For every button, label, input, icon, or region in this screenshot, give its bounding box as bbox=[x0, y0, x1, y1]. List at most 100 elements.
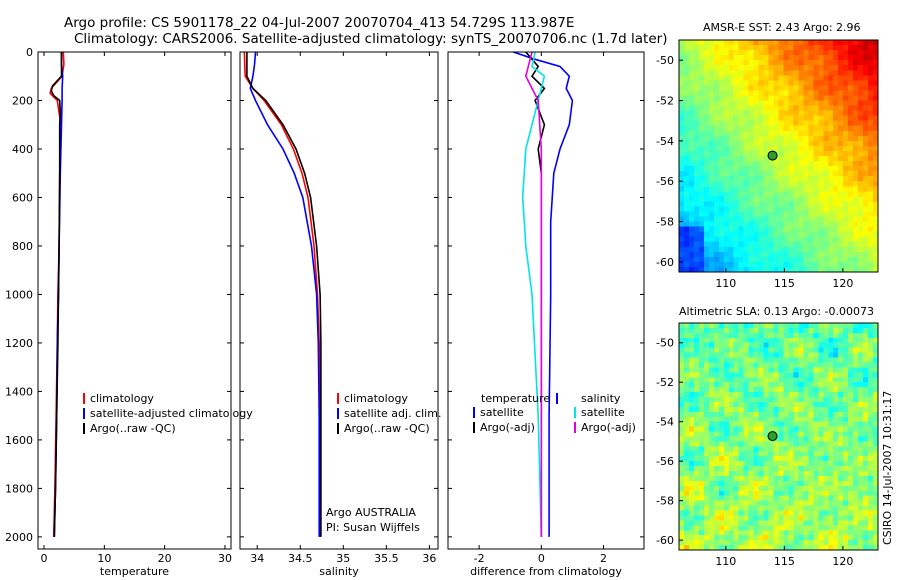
map-cell bbox=[723, 236, 730, 243]
map-cell bbox=[873, 357, 879, 363]
map-cell bbox=[748, 342, 755, 349]
map-cell bbox=[738, 411, 745, 418]
map-cell bbox=[788, 65, 794, 71]
map-cell bbox=[708, 485, 715, 492]
map-cell bbox=[708, 446, 715, 452]
map-cell bbox=[868, 166, 874, 172]
map-cell bbox=[848, 221, 854, 228]
map-cell bbox=[788, 95, 794, 102]
map-cell bbox=[698, 480, 705, 487]
map-cell bbox=[818, 145, 824, 152]
map-cell bbox=[713, 231, 720, 238]
map-cell bbox=[828, 323, 834, 329]
map-cell bbox=[823, 40, 829, 46]
map-cell bbox=[698, 171, 705, 177]
map-cell bbox=[783, 401, 789, 408]
map-cell bbox=[743, 535, 750, 541]
map-cell bbox=[828, 377, 834, 383]
map-cell bbox=[703, 510, 710, 516]
map-cell bbox=[683, 236, 690, 243]
map-cell bbox=[853, 226, 859, 233]
map-cell bbox=[688, 545, 695, 551]
map-cell bbox=[713, 392, 720, 398]
series-line-2 bbox=[50, 52, 63, 537]
map-cell bbox=[768, 115, 775, 122]
map-cell bbox=[803, 176, 809, 182]
map-cell bbox=[858, 261, 864, 268]
map-cell bbox=[693, 100, 700, 107]
map-cell bbox=[708, 211, 715, 218]
map-cell bbox=[858, 181, 864, 187]
map-cell bbox=[758, 181, 765, 187]
map-cell bbox=[833, 471, 839, 477]
map-cell bbox=[753, 206, 760, 212]
map-cell bbox=[843, 166, 849, 172]
map-cell bbox=[763, 45, 770, 51]
map-cell bbox=[783, 441, 789, 447]
map-cell bbox=[708, 387, 715, 393]
map-cell bbox=[768, 505, 775, 512]
map-cell bbox=[743, 236, 750, 243]
map-cell bbox=[818, 485, 824, 492]
map-cell bbox=[748, 90, 755, 96]
map-cell bbox=[863, 70, 869, 76]
map-cell bbox=[783, 357, 789, 363]
map-cell bbox=[773, 226, 779, 233]
map-cell bbox=[708, 490, 715, 497]
map-cell bbox=[758, 421, 765, 428]
map-cell bbox=[788, 495, 794, 502]
map-cell bbox=[823, 161, 829, 167]
map-cell bbox=[818, 431, 824, 437]
map-cell bbox=[723, 416, 730, 423]
map-cell bbox=[703, 261, 710, 268]
map-cell bbox=[713, 446, 720, 452]
map-cell bbox=[873, 520, 879, 526]
map-cell bbox=[848, 115, 854, 122]
map-cell bbox=[718, 171, 725, 177]
map-cell bbox=[748, 55, 755, 61]
map-cell bbox=[873, 401, 879, 408]
map-cell bbox=[718, 372, 725, 378]
map-cell bbox=[828, 125, 834, 132]
map-cell bbox=[803, 337, 809, 344]
map-cell bbox=[733, 475, 740, 482]
map-cell bbox=[763, 60, 770, 66]
map-cell bbox=[863, 406, 869, 413]
map-cell bbox=[763, 186, 770, 192]
map-cell bbox=[748, 471, 755, 477]
map-cell bbox=[718, 115, 725, 122]
map-cell bbox=[748, 520, 755, 526]
map-cell bbox=[783, 130, 789, 137]
map-cell bbox=[783, 342, 789, 349]
map-cell bbox=[853, 266, 859, 273]
map-cell bbox=[693, 485, 700, 492]
map-cell bbox=[783, 156, 789, 162]
map-cell bbox=[818, 466, 824, 472]
map-cell bbox=[679, 130, 685, 137]
map-cell bbox=[683, 115, 690, 122]
map-cell bbox=[848, 505, 854, 512]
map-cell bbox=[823, 510, 829, 516]
map-cell bbox=[753, 530, 760, 536]
map-cell bbox=[758, 332, 765, 339]
map-cell bbox=[868, 406, 874, 413]
map-cell bbox=[783, 110, 789, 117]
map-cell bbox=[783, 95, 789, 102]
map-cell bbox=[718, 342, 725, 349]
map-cell bbox=[679, 520, 685, 526]
map-cell bbox=[683, 135, 690, 142]
map-cell bbox=[788, 347, 794, 354]
map-cell bbox=[778, 475, 784, 482]
map-cell bbox=[858, 480, 864, 487]
map-cell bbox=[758, 201, 765, 207]
map-cell bbox=[708, 471, 715, 477]
map-cell bbox=[788, 70, 794, 76]
map-cell bbox=[838, 416, 844, 423]
map-cell bbox=[828, 401, 834, 408]
map-cell bbox=[688, 236, 695, 243]
map-cell bbox=[863, 431, 869, 437]
map-cell bbox=[748, 500, 755, 507]
map-cell bbox=[733, 166, 740, 172]
map-cell bbox=[813, 211, 819, 218]
map-cell bbox=[843, 231, 849, 238]
